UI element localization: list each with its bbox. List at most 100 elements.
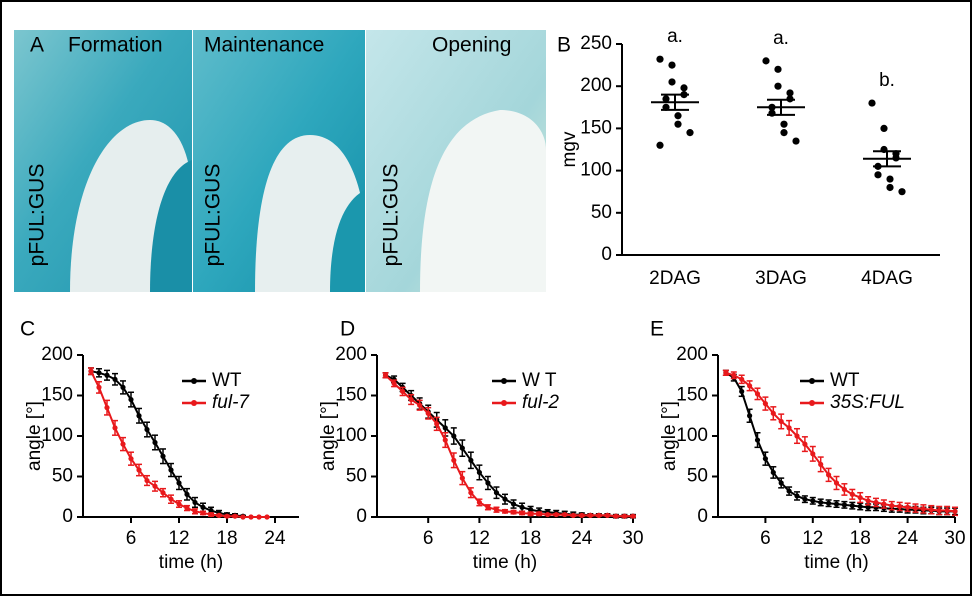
data-point <box>434 421 440 427</box>
data-point <box>160 490 166 496</box>
data-point <box>476 499 482 506</box>
data-point <box>208 511 214 518</box>
data-point <box>451 457 457 463</box>
data-point <box>794 493 800 499</box>
data-point <box>662 95 670 103</box>
panel-letter: C <box>20 318 35 341</box>
data-point <box>794 433 800 439</box>
data-point <box>192 499 198 506</box>
data-point <box>136 467 142 473</box>
data-point <box>762 57 770 65</box>
x-tick-label: 24 <box>571 528 593 549</box>
legend-marker <box>191 378 197 384</box>
data-point <box>886 183 894 192</box>
y-tick-label: 50 <box>52 466 73 487</box>
data-point <box>579 512 585 518</box>
data-point <box>144 426 150 433</box>
data-point <box>833 480 840 486</box>
y-tick-label: 200 <box>676 344 708 365</box>
y-tick-label: 0 <box>601 244 612 265</box>
stage-caption: Maintenance <box>204 34 324 57</box>
y-tick-label: 0 <box>356 506 367 527</box>
data-point <box>802 496 808 502</box>
y-tick-label: 250 <box>580 33 612 54</box>
data-point <box>120 384 126 390</box>
annotation: a. <box>773 28 789 49</box>
x-tick-label: 2DAG <box>649 268 701 289</box>
legend-label: ful-7 <box>212 392 250 413</box>
stage-caption: Opening <box>432 34 511 57</box>
data-point <box>562 511 568 518</box>
data-point <box>774 65 782 73</box>
data-point <box>485 504 491 510</box>
y-tick-label: 150 <box>580 117 612 138</box>
legend-marker <box>501 378 507 384</box>
data-point <box>528 511 534 517</box>
data-point <box>833 501 840 507</box>
y-tick-label: 100 <box>335 425 367 446</box>
data-point <box>485 480 491 486</box>
y-tick-label: 100 <box>41 425 73 446</box>
data-point <box>762 401 769 407</box>
data-point <box>621 513 628 519</box>
data-point <box>451 433 457 439</box>
data-point <box>792 137 800 145</box>
data-point <box>868 99 876 107</box>
data-point <box>120 441 126 447</box>
data-point <box>208 507 214 514</box>
data-point <box>668 78 676 86</box>
legend-marker <box>191 400 197 406</box>
x-tick-label: 24 <box>264 528 286 549</box>
data-point <box>240 514 246 520</box>
data-point <box>545 511 551 518</box>
data-point <box>786 488 792 494</box>
data-point <box>104 372 110 378</box>
data-point <box>656 141 664 149</box>
data-point <box>778 418 784 425</box>
data-point <box>780 129 788 137</box>
data-point <box>468 490 474 496</box>
y-axis-label: angle [°] <box>318 401 339 471</box>
data-point <box>128 396 134 403</box>
panel-letter: D <box>340 318 355 341</box>
data-point <box>493 490 500 496</box>
data-point <box>889 503 895 509</box>
data-point <box>818 461 824 467</box>
data-point <box>382 372 389 378</box>
stage-caption: Formation <box>68 34 163 57</box>
data-point <box>810 451 816 457</box>
data-point <box>774 82 782 90</box>
legend-label: ful-2 <box>522 392 559 413</box>
data-point <box>152 483 158 489</box>
y-tick-label: 200 <box>41 344 73 365</box>
x-tick-label: 6 <box>760 528 771 549</box>
y-tick-label: 150 <box>41 385 73 406</box>
data-point <box>786 425 792 431</box>
data-point <box>160 453 166 459</box>
data-point <box>232 513 238 519</box>
x-tick-label: 30 <box>944 528 965 549</box>
data-point <box>674 120 682 128</box>
panel-letter: B <box>557 34 571 57</box>
data-point <box>905 504 911 510</box>
y-tick-label: 150 <box>335 385 367 406</box>
data-point <box>519 510 525 516</box>
data-point <box>810 498 816 504</box>
data-point <box>192 508 198 514</box>
data-point <box>96 370 102 376</box>
legend-label: 35S:FUL <box>830 392 905 413</box>
y-tick-label: 100 <box>676 425 708 446</box>
legend-marker <box>501 400 507 406</box>
data-point <box>493 507 500 513</box>
x-tick-label: 12 <box>168 528 189 549</box>
data-point <box>168 467 174 473</box>
x-tick-label: 12 <box>469 528 490 549</box>
tissue <box>150 160 192 292</box>
x-tick-label: 4DAG <box>861 268 913 289</box>
x-tick-label: 24 <box>897 528 919 549</box>
data-point <box>442 425 448 431</box>
data-point <box>519 504 525 510</box>
data-point <box>841 486 848 493</box>
data-point <box>502 508 508 514</box>
